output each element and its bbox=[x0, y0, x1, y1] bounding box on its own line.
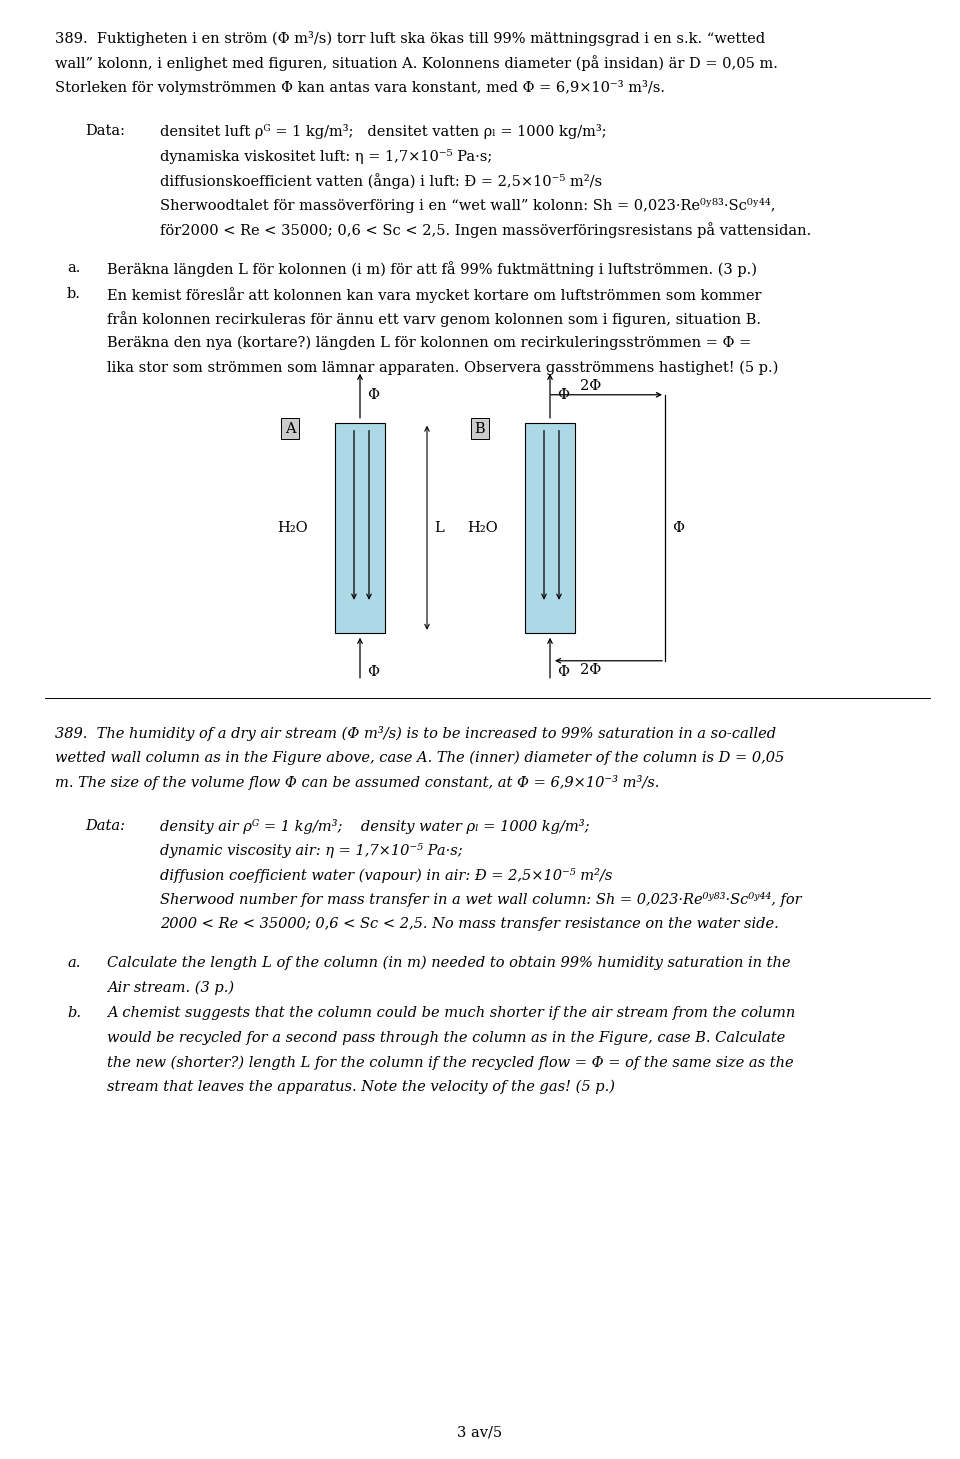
Text: Beräkna längden L för kolonnen (i m) för att få 99% fuktmättning i luftströmmen.: Beräkna längden L för kolonnen (i m) för… bbox=[107, 261, 757, 277]
Text: densitet luft ρᴳ = 1 kg/m³;   densitet vatten ρₗ = 1000 kg/m³;: densitet luft ρᴳ = 1 kg/m³; densitet vat… bbox=[160, 124, 607, 139]
Text: Beräkna den nya (kortare?) längden L för kolonnen om recirkuleringsströmmen = Φ : Beräkna den nya (kortare?) längden L för… bbox=[107, 336, 752, 350]
Text: Φ: Φ bbox=[557, 388, 569, 401]
Text: diffusion coefficient water (vapour) in air: Ð = 2,5×10⁻⁵ m²/s: diffusion coefficient water (vapour) in … bbox=[160, 868, 612, 883]
Text: L: L bbox=[434, 521, 444, 535]
Text: the new (shorter?) length L for the column if the recycled flow = Φ = of the sam: the new (shorter?) length L for the colu… bbox=[107, 1055, 794, 1069]
Text: Φ: Φ bbox=[367, 388, 379, 401]
Text: density air ρᴳ = 1 kg/m³;    density water ρₗ = 1000 kg/m³;: density air ρᴳ = 1 kg/m³; density water … bbox=[160, 818, 589, 835]
Text: Calculate the length L of the column (in m) needed to obtain 99% humidity satura: Calculate the length L of the column (in… bbox=[107, 956, 790, 970]
Text: Data:: Data: bbox=[85, 124, 125, 139]
Text: wall” kolonn, i enlighet med figuren, situation A. Kolonnens diameter (på insida: wall” kolonn, i enlighet med figuren, si… bbox=[55, 55, 778, 71]
Text: H₂O: H₂O bbox=[277, 521, 308, 535]
Text: Data:: Data: bbox=[85, 818, 125, 833]
Text: stream that leaves the apparatus. Note the velocity of the gas! (5 p.): stream that leaves the apparatus. Note t… bbox=[107, 1080, 615, 1094]
Text: A: A bbox=[285, 422, 296, 436]
Text: wetted wall column as in the Figure above, case A. The (inner) diameter of the c: wetted wall column as in the Figure abov… bbox=[55, 750, 784, 765]
Text: Sherwood number for mass transfer in a wet wall column: Sh = 0,023·Re⁰ʸ⁸³·Sc⁰ʸ⁴⁴: Sherwood number for mass transfer in a w… bbox=[160, 893, 802, 907]
Text: från kolonnen recirkuleras för ännu ett varv genom kolonnen som i figuren, situa: från kolonnen recirkuleras för ännu ett … bbox=[107, 312, 761, 327]
Text: diffusionskoefficient vatten (ånga) i luft: Ð = 2,5×10⁻⁵ m²/s: diffusionskoefficient vatten (ånga) i lu… bbox=[160, 174, 602, 190]
Text: Sherwoodtalet för massöverföring i en “wet wall” kolonn: Sh = 0,023·Re⁰ʸ⁸³·Sc⁰ʸ⁴: Sherwoodtalet för massöverföring i en “w… bbox=[160, 197, 776, 213]
Bar bbox=[335, 423, 385, 633]
Text: lika stor som strömmen som lämnar apparaten. Observera gasströmmens hastighet! (: lika stor som strömmen som lämnar appara… bbox=[107, 360, 779, 375]
Text: a.: a. bbox=[67, 261, 81, 276]
Text: 389.  The humidity of a dry air stream (Φ m³/s) is to be increased to 99% satura: 389. The humidity of a dry air stream (Φ… bbox=[55, 725, 776, 741]
Text: m. The size of the volume flow Φ can be assumed constant, at Φ = 6,9×10⁻³ m³/s.: m. The size of the volume flow Φ can be … bbox=[55, 775, 660, 789]
Text: Φ: Φ bbox=[672, 521, 684, 535]
Text: b.: b. bbox=[67, 287, 81, 301]
Text: a.: a. bbox=[67, 956, 81, 970]
Text: Air stream. (3 p.): Air stream. (3 p.) bbox=[107, 980, 234, 995]
Bar bbox=[525, 423, 575, 633]
Text: dynamic viscosity air: η = 1,7×10⁻⁵ Pa·s;: dynamic viscosity air: η = 1,7×10⁻⁵ Pa·s… bbox=[160, 843, 463, 858]
Text: Storleken för volymströmmen Φ kan antas vara konstant, med Φ = 6,9×10⁻³ m³/s.: Storleken för volymströmmen Φ kan antas … bbox=[55, 80, 665, 95]
Text: dynamiska viskositet luft: η = 1,7×10⁻⁵ Pa·s;: dynamiska viskositet luft: η = 1,7×10⁻⁵ … bbox=[160, 149, 492, 163]
Text: B: B bbox=[474, 422, 486, 436]
Text: 2000 < Re < 35000; 0,6 < Sc < 2,5. No mass transfer resistance on the water side: 2000 < Re < 35000; 0,6 < Sc < 2,5. No ma… bbox=[160, 916, 779, 931]
Text: 2Φ: 2Φ bbox=[580, 662, 601, 677]
Text: A chemist suggests that the column could be much shorter if the air stream from : A chemist suggests that the column could… bbox=[107, 1007, 795, 1020]
Text: 3 av/5: 3 av/5 bbox=[457, 1425, 503, 1439]
Text: Φ: Φ bbox=[557, 665, 569, 678]
Text: för2000 < Re < 35000; 0,6 < Sc < 2,5. Ingen massöverföringsresistans på vattensi: för2000 < Re < 35000; 0,6 < Sc < 2,5. In… bbox=[160, 222, 811, 238]
Text: b.: b. bbox=[67, 1007, 81, 1020]
Text: would be recycled for a second pass through the column as in the Figure, case B.: would be recycled for a second pass thro… bbox=[107, 1032, 785, 1045]
Text: En kemist föreslår att kolonnen kan vara mycket kortare om luftströmmen som komm: En kemist föreslår att kolonnen kan vara… bbox=[107, 287, 761, 303]
Text: Φ: Φ bbox=[367, 665, 379, 678]
Text: 2Φ: 2Φ bbox=[580, 379, 601, 392]
Text: H₂O: H₂O bbox=[467, 521, 497, 535]
Text: 389.  Fuktigheten i en ström (Φ m³/s) torr luft ska ökas till 99% mättningsgrad : 389. Fuktigheten i en ström (Φ m³/s) tor… bbox=[55, 31, 765, 47]
